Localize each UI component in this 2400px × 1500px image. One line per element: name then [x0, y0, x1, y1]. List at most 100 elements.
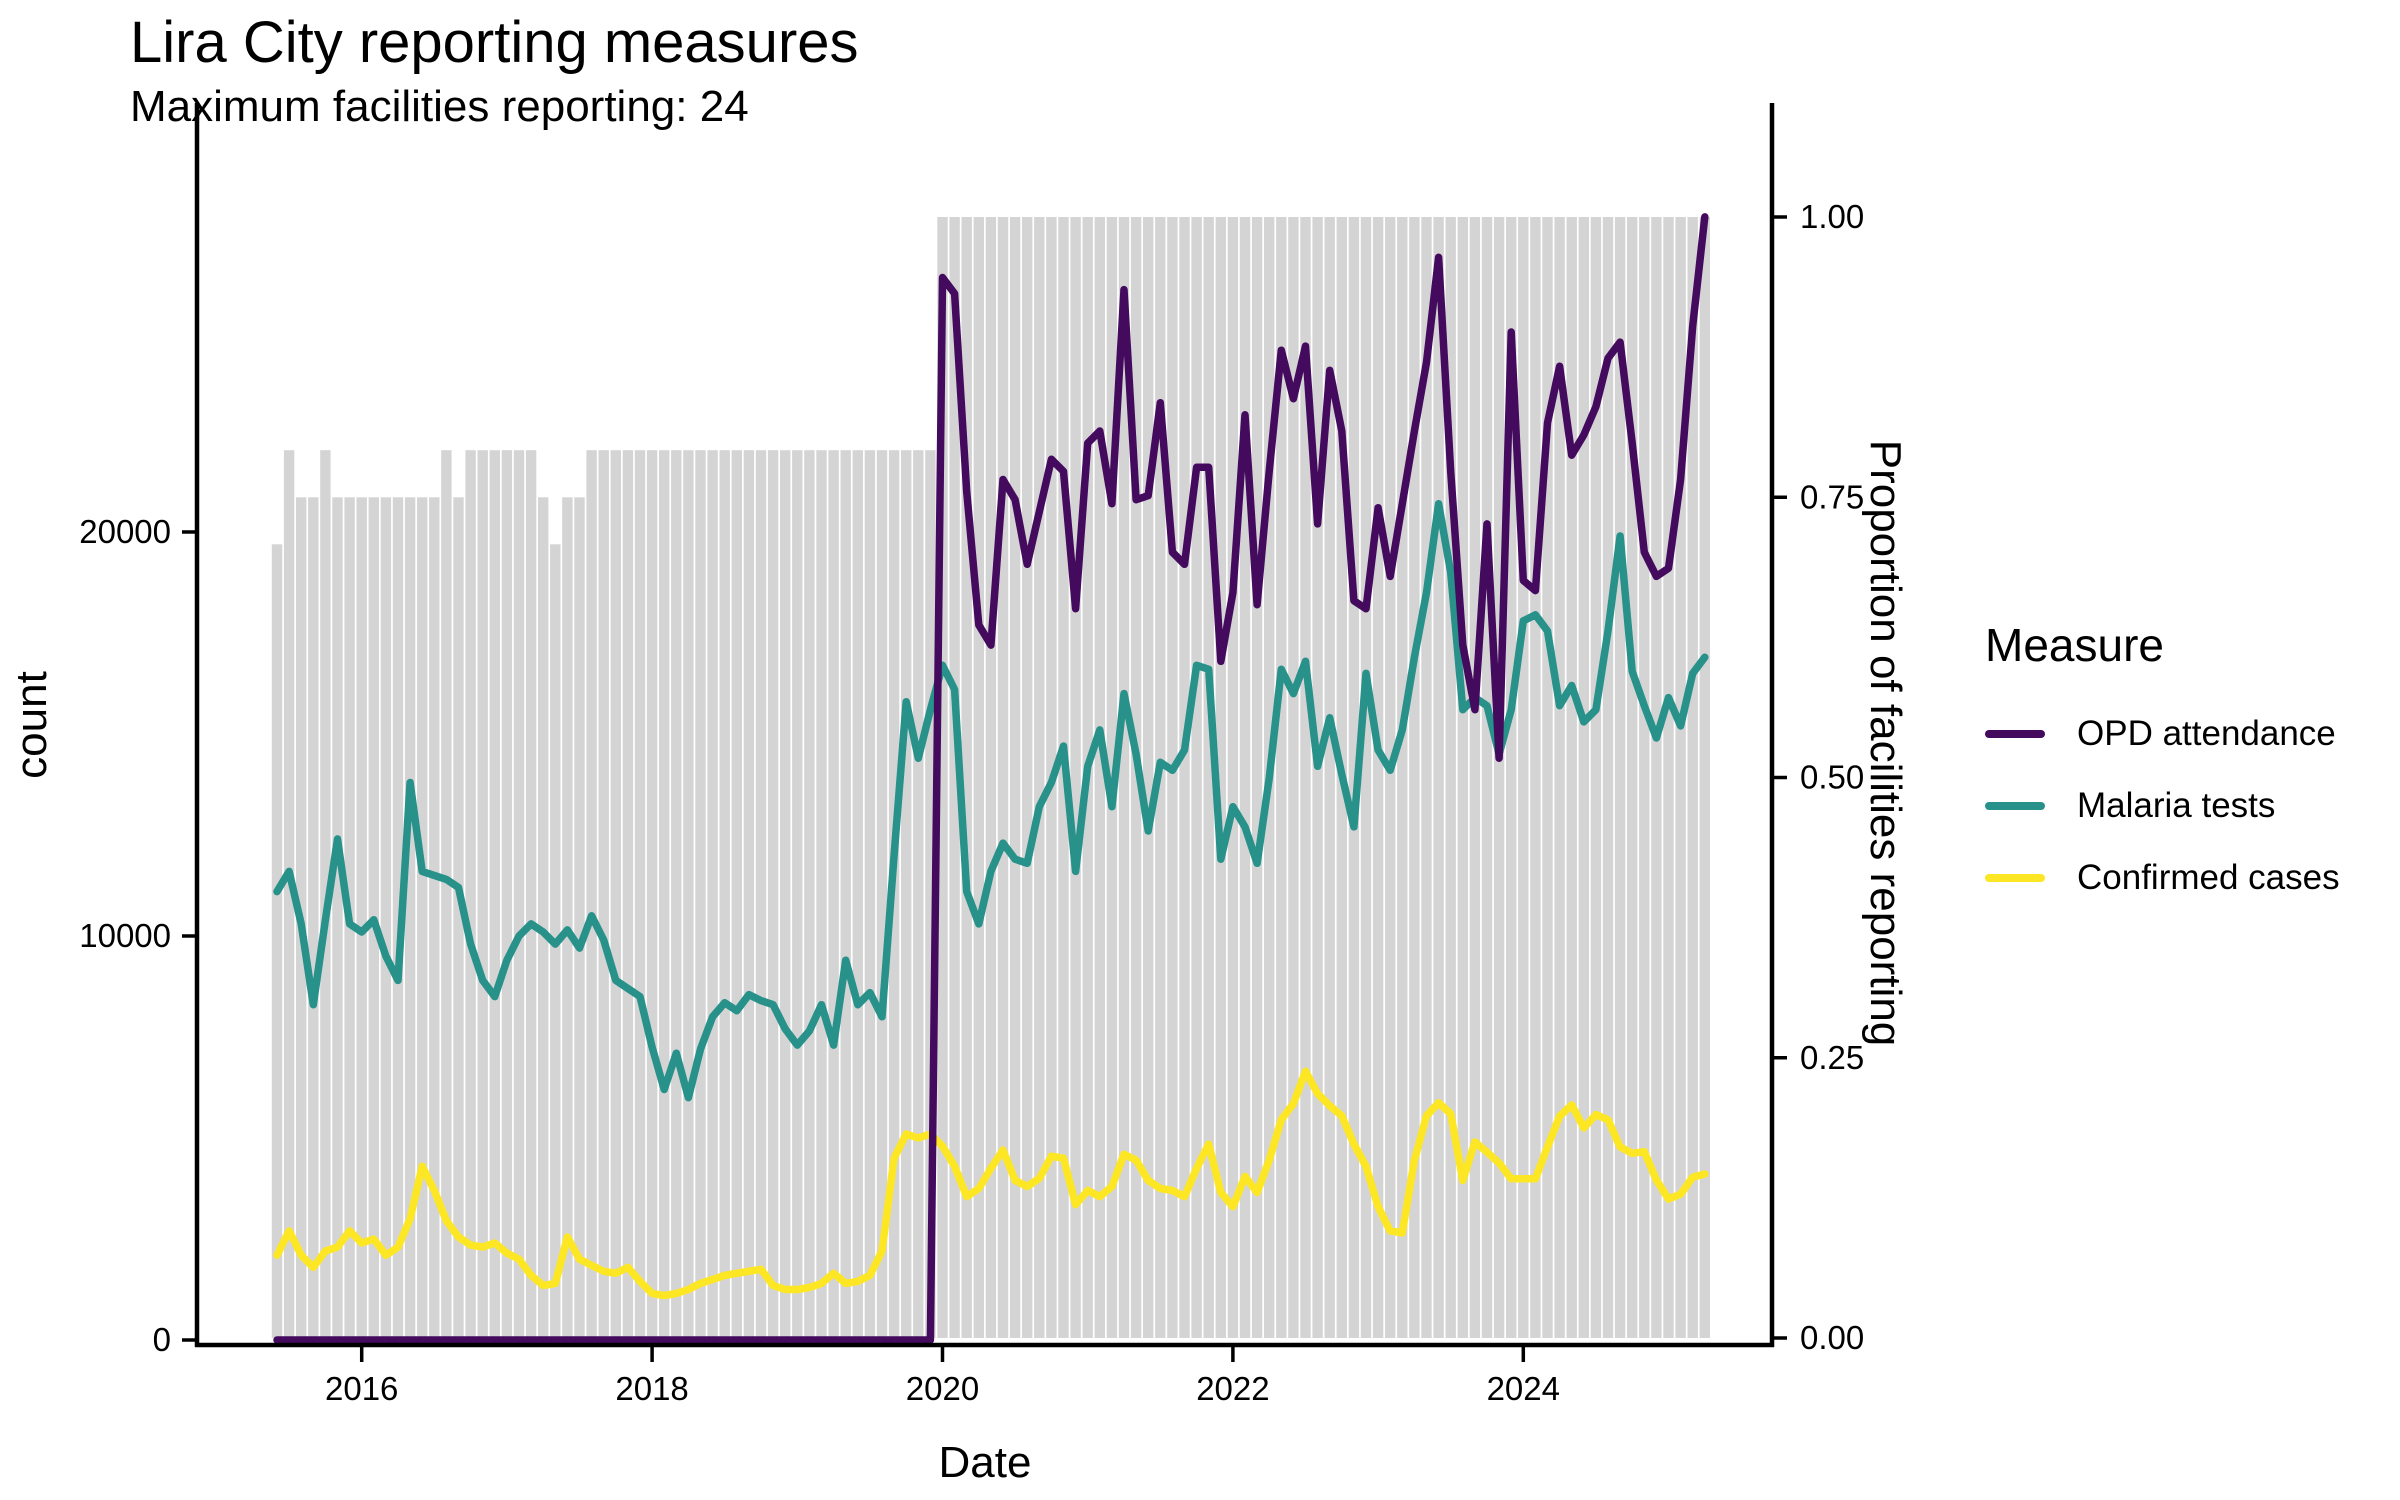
facility-proportion-bar	[1663, 217, 1674, 1338]
facility-proportion-bar	[441, 450, 452, 1338]
facility-proportion-bar	[1094, 217, 1105, 1338]
facility-proportion-bar	[1312, 217, 1323, 1338]
facility-proportion-bar	[1506, 217, 1517, 1338]
facility-proportion-bar	[780, 450, 791, 1338]
series-line-confirmed-cases	[273, 1067, 1709, 1300]
facility-proportion-bar	[1699, 217, 1710, 1338]
facility-proportion-bar	[804, 450, 815, 1338]
facility-proportion-bar	[731, 450, 742, 1338]
x-axis-tick-label: 2024	[1487, 1370, 1560, 1407]
facility-proportion-bar	[634, 450, 646, 1338]
facility-proportion-bar	[1143, 217, 1154, 1338]
facility-proportion-bar	[1578, 217, 1589, 1338]
facility-proportion-bar	[1397, 217, 1408, 1338]
facility-proportion-bar	[1239, 217, 1251, 1338]
facility-proportion-bar	[1639, 217, 1650, 1338]
facility-proportion-bar	[1602, 217, 1614, 1338]
x-axis-tick-label: 2022	[1196, 1370, 1269, 1407]
facility-proportion-bar	[695, 450, 706, 1338]
facility-proportion-bar	[1179, 217, 1190, 1338]
facility-proportion-bar	[308, 497, 319, 1339]
facility-proportion-bar	[1421, 217, 1432, 1338]
facility-proportion-bar	[1348, 217, 1360, 1338]
facility-proportion-bar	[404, 497, 416, 1339]
facility-proportion-bar	[598, 450, 609, 1338]
facility-proportion-bar	[1251, 217, 1263, 1338]
facility-proportion-bar	[356, 497, 367, 1339]
facility-proportion-bar	[937, 217, 948, 1338]
facility-proportion-bar	[501, 450, 513, 1338]
facility-proportion-bar	[816, 450, 827, 1338]
facility-proportion-bar	[1203, 217, 1214, 1338]
facility-proportion-bar	[332, 497, 343, 1339]
facility-proportion-bar	[525, 450, 537, 1338]
right-axis-tick-label: 0.75	[1800, 478, 1864, 515]
left-axis-tick-label: 0	[153, 1321, 171, 1358]
facility-proportion-bar	[429, 497, 440, 1339]
facility-proportion-bar	[453, 497, 464, 1339]
facility-proportion-bar	[1614, 217, 1626, 1338]
x-axis-title: Date	[938, 1438, 1032, 1487]
right-axis-tick-label: 0.25	[1800, 1039, 1864, 1076]
facility-proportion-bar	[997, 217, 1009, 1338]
facility-proportion-bar	[985, 217, 997, 1338]
facility-proportion-bar	[1542, 217, 1553, 1338]
facility-proportion-bar	[1324, 217, 1335, 1338]
facility-proportion-bar	[562, 497, 573, 1339]
facility-proportion-bar	[1627, 217, 1638, 1338]
facility-proportion-bar	[574, 497, 585, 1339]
facility-proportion-bar	[1070, 217, 1081, 1338]
facility-proportion-bar	[465, 450, 476, 1338]
facility-proportion-bar	[1372, 217, 1384, 1338]
facility-proportion-bar	[755, 450, 767, 1338]
facility-proportion-bar	[320, 450, 331, 1338]
legend-title: Measure	[1985, 619, 2164, 671]
facility-proportion-bar	[1300, 217, 1311, 1338]
left-axis-title: count	[7, 671, 56, 779]
legend-item-label: Malaria tests	[2077, 786, 2276, 825]
facility-proportion-bar	[1457, 217, 1468, 1338]
legend-line-swatch	[1985, 730, 2045, 738]
facility-proportion-bar	[1288, 217, 1299, 1338]
facility-proportion-bar	[1530, 217, 1541, 1338]
facility-proportion-bar	[1481, 217, 1493, 1338]
legend-item-opd-attendance: OPD attendance	[1985, 698, 2340, 770]
facility-proportion-bar	[1554, 217, 1565, 1338]
facility-proportion-bar	[1022, 217, 1033, 1338]
facility-proportion-bar	[864, 450, 876, 1338]
right-axis-title: Proportion of facilities reporting	[1861, 439, 1910, 1047]
chart-subtitle: Maximum facilities reporting: 24	[130, 82, 749, 131]
facility-proportion-bar	[1651, 217, 1662, 1338]
facility-proportion-bar	[767, 450, 779, 1338]
facility-proportion-bar	[1566, 217, 1577, 1338]
facility-proportion-bar	[610, 450, 621, 1338]
left-axis-tick-label: 10000	[79, 917, 171, 954]
facility-proportion-bar	[707, 450, 718, 1338]
facility-proportion-bar	[1518, 217, 1529, 1338]
facility-proportion-bar	[901, 450, 912, 1338]
facility-proportion-bar	[683, 450, 694, 1338]
facility-proportion-bar	[283, 450, 295, 1338]
legend-line-swatch	[1985, 802, 2045, 810]
facility-proportion-bar	[489, 450, 500, 1338]
facility-proportion-bar	[1409, 217, 1420, 1338]
facility-proportion-bar	[671, 450, 682, 1338]
facility-proportion-bar	[392, 497, 404, 1339]
facility-proportion-bar	[1493, 217, 1505, 1338]
x-axis-tick-label: 2020	[906, 1370, 979, 1407]
facility-proportion-bar	[925, 450, 936, 1338]
legend-item-label: Confirmed cases	[2077, 858, 2340, 897]
facility-proportion-bar	[659, 450, 670, 1338]
facility-proportion-bar	[1009, 217, 1021, 1338]
facility-proportion-bar	[1191, 217, 1202, 1338]
x-axis-tick-label: 2018	[615, 1370, 688, 1407]
facility-proportion-bar	[852, 450, 863, 1338]
chart-title: Lira City reporting measures	[130, 10, 859, 75]
facility-proportion-bar	[586, 450, 597, 1338]
facility-proportion-bar	[646, 450, 658, 1338]
facility-proportion-bar	[1433, 217, 1444, 1338]
x-axis-tick-label: 2016	[325, 1370, 398, 1407]
facility-proportion-bar	[743, 450, 755, 1338]
